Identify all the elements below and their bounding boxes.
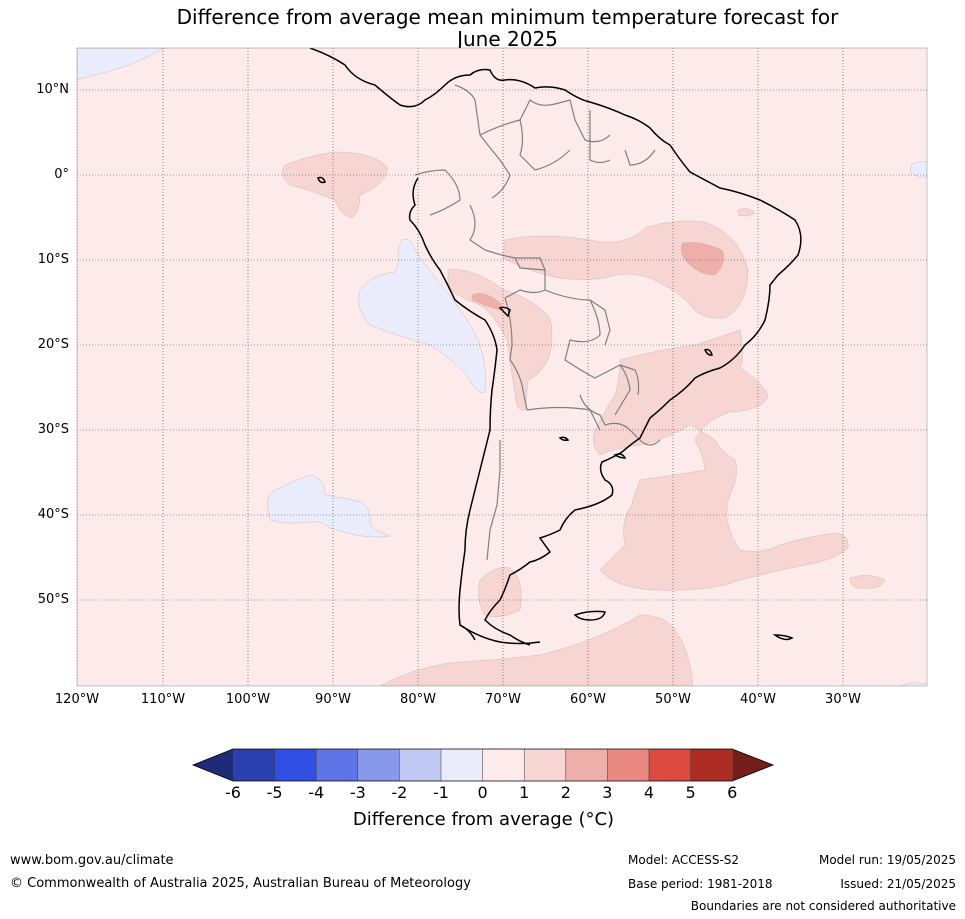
colorbar-segment: [482, 749, 525, 781]
colorbar-tick: -6: [225, 783, 241, 802]
footer-website: www.bom.gov.au/climate: [10, 853, 174, 868]
colorbar-segment: [399, 749, 441, 781]
footer-base-period: Base period: 1981-2018: [628, 877, 773, 891]
colorbar-segment: [233, 749, 275, 781]
colorbar-tick: -5: [266, 783, 283, 802]
cool-patch-galapagos-east: [909, 161, 927, 179]
lon-label: 30°W: [825, 692, 861, 707]
colorbar-high-extend: [732, 749, 773, 781]
colorbar-tick: -4: [308, 783, 325, 802]
cool-patch-south-pacific: [267, 474, 391, 538]
colorbar-tick: 0: [477, 783, 488, 802]
colorbar-segment: [274, 749, 317, 781]
lon-label: 60°W: [570, 692, 606, 707]
lat-label: 30°S: [37, 422, 69, 437]
footer-copyright: © Commonwealth of Australia 2025, Austra…: [10, 876, 471, 891]
colorbar-label: Difference from average (°C): [352, 809, 615, 830]
colorbar-segment: [524, 749, 566, 781]
colorbar-tick: -3: [349, 783, 366, 802]
footer-model-run: Model run: 19/05/2025: [818, 853, 956, 867]
lon-label: 110°W: [140, 692, 186, 707]
lat-label: 10°S: [37, 252, 69, 267]
colorbar-tick: 2: [560, 783, 571, 802]
warm-patch-south-atlantic-east: [849, 575, 886, 589]
cool-patch-southeast-corner: [899, 682, 927, 686]
colorbar-segment: [441, 749, 483, 781]
footer-issued: Issued: 21/05/2025: [840, 877, 956, 891]
colorbar-tick: 4: [643, 783, 655, 802]
lon-label: 40°W: [740, 692, 776, 707]
map-frame: [76, 47, 928, 687]
lon-label: 100°W: [225, 692, 271, 707]
lat-label: 50°S: [37, 592, 69, 607]
colorbar-segment: [690, 749, 733, 781]
warm-patch-amazon-small: [737, 208, 756, 217]
colorbar-segment: [565, 749, 608, 781]
warm-patch-galapagos: [282, 151, 389, 219]
map-title-line1: Difference from average mean minimum tem…: [176, 5, 839, 29]
colorbar-segment: [607, 749, 649, 781]
lon-label: 120°W: [54, 692, 100, 707]
footer-disclaimer: Boundaries are not considered authoritat…: [690, 899, 956, 913]
cool-patch-north-pacific: [77, 48, 166, 81]
colorbar-tick: -2: [391, 783, 408, 802]
colorbar-tick: 3: [602, 783, 613, 802]
lat-label: 0°: [54, 167, 69, 182]
warm-patch-brazil-east: [593, 329, 849, 591]
lat-label: 40°S: [37, 507, 69, 522]
lat-label: 20°S: [37, 337, 69, 352]
coastlines: [309, 48, 802, 646]
warm-patch-altiplano: [447, 269, 553, 411]
colorbar-tick: -1: [433, 783, 449, 802]
colorbar-tick: 6: [727, 783, 738, 802]
warm-patch-drake-passage: [379, 614, 694, 686]
lon-label: 70°W: [485, 692, 521, 707]
cool-patch-peru-coast: [358, 238, 487, 393]
colorbar: [191, 748, 775, 782]
lat-label: 10°N: [36, 82, 69, 97]
graticule: [77, 48, 927, 686]
colorbar-low-extend: [193, 749, 233, 781]
colorbar-tick: 1: [519, 783, 530, 802]
lon-label: 50°W: [655, 692, 691, 707]
colorbar-tick: 5: [685, 783, 696, 802]
colorbar-segment: [357, 749, 400, 781]
warm-patch-patagonia: [478, 567, 522, 617]
colorbar-segment: [316, 749, 358, 781]
colorbar-outline: [191, 748, 775, 782]
lon-label: 90°W: [315, 692, 351, 707]
lon-label: 80°W: [400, 692, 436, 707]
warm-patch-strong-peru: [471, 293, 503, 311]
map-title-line2: June 2025: [457, 27, 558, 51]
footer-model: Model: ACCESS-S2: [628, 853, 740, 867]
colorbar-segment: [649, 749, 691, 781]
warm-patch-strong-northeast-brazil: [680, 242, 725, 276]
map-area: [77, 48, 927, 686]
